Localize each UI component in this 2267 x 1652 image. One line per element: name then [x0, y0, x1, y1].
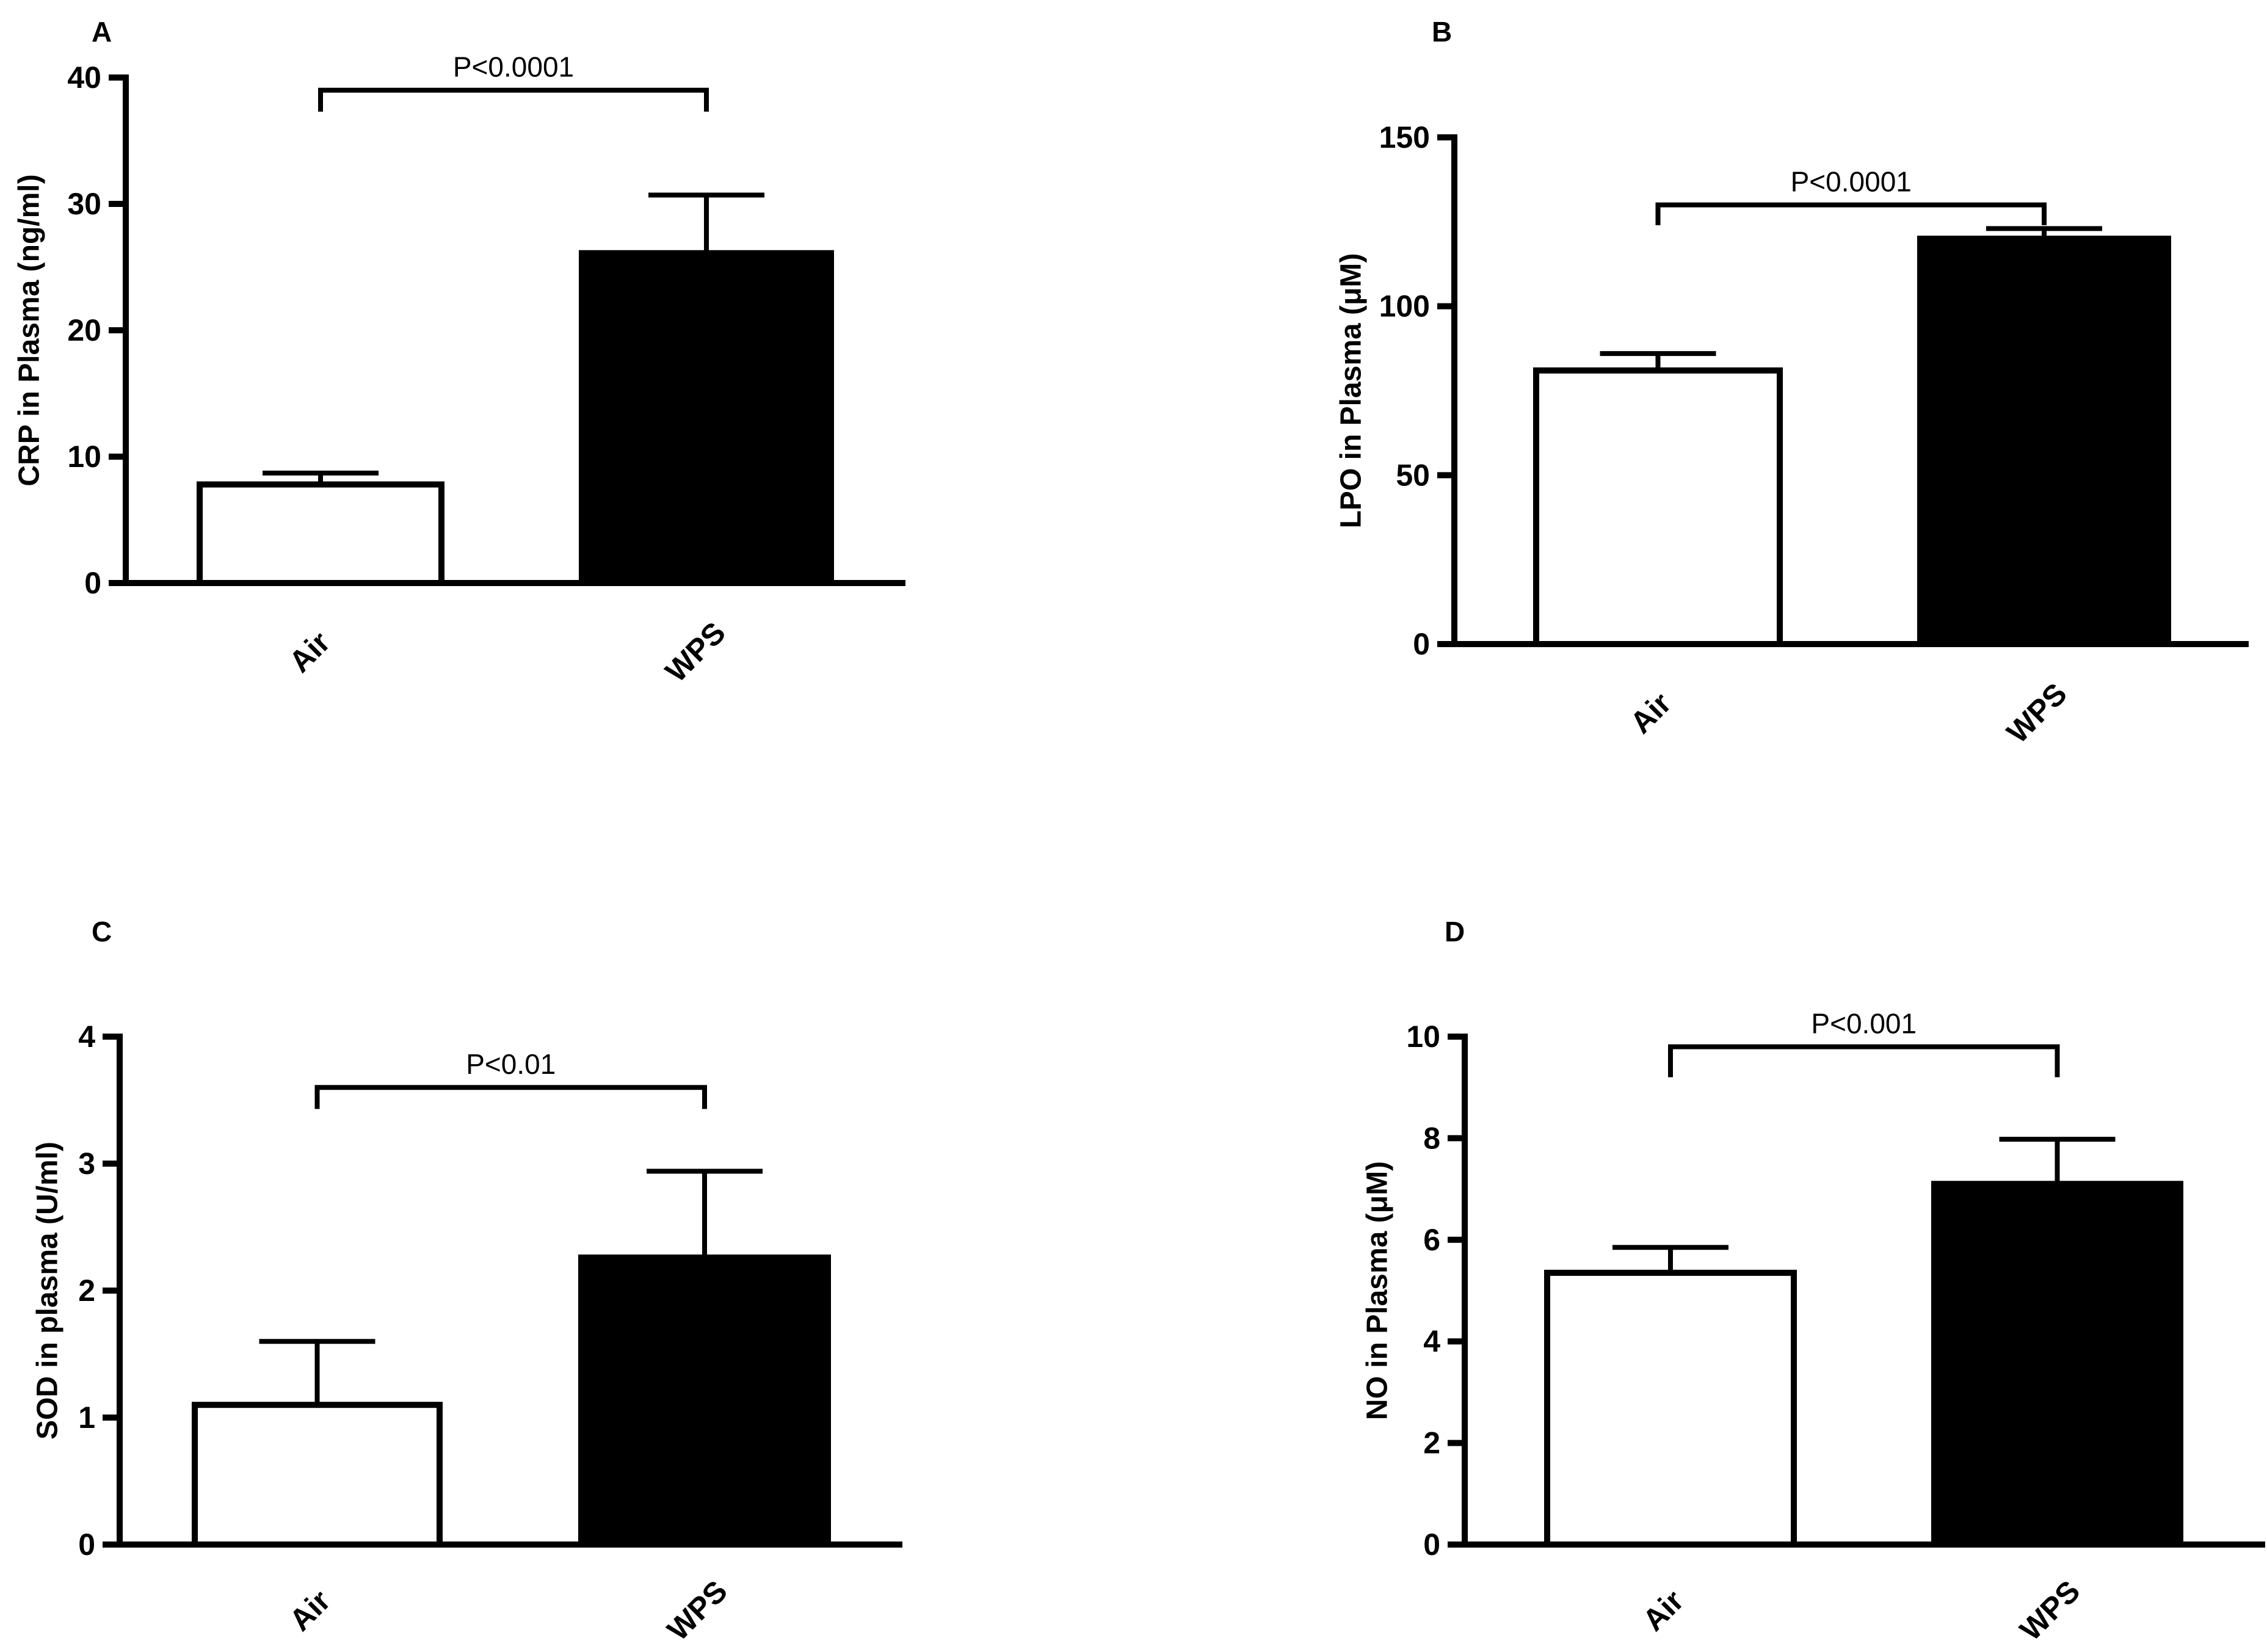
bar-air: [1533, 367, 1783, 647]
p-value-label: P<0.001: [1811, 1008, 1917, 1040]
y-tick-label: 3: [78, 1147, 95, 1181]
bar-air: [192, 1402, 443, 1548]
y-tick-label: 150: [1379, 120, 1430, 154]
x-category-label: WPS: [661, 1574, 734, 1647]
y-tick-label: 50: [1396, 458, 1430, 492]
y-tick-label: 0: [1413, 627, 1430, 661]
significance-bracket: [314, 1085, 707, 1109]
x-category-label: WPS: [659, 615, 732, 689]
y-tick-label: 0: [78, 1527, 95, 1562]
y-axis-label: NO in Plasma (μM): [1362, 1161, 1394, 1420]
bar-wps: [579, 250, 834, 587]
x-category-label: Air: [283, 625, 337, 679]
panel-d: D 0 2 4 6 8 10 NO in Plasma (μM) Air WPS P<0.001: [1362, 916, 2265, 1647]
bar-air: [1544, 1269, 1797, 1548]
p-value-label: P<0.01: [466, 1048, 556, 1080]
y-axis-label: LPO in Plasma (μM): [1335, 253, 1368, 529]
p-value-label: P<0.0001: [1791, 166, 1912, 198]
significance-bracket: [1668, 1044, 2060, 1078]
panel-c: C 0 1 2 3 4 SOD in plasma (U/ml) Air WPS P<0.01: [32, 916, 902, 1647]
y-tick-label: 40: [67, 60, 101, 95]
significance-bracket: [1655, 202, 2047, 225]
x-category-label: WPS: [2000, 676, 2073, 750]
y-tick-label: 10: [67, 440, 101, 474]
panel-b: B 0 50 100 150 LPO in Plasma (μM) Air WPS P<0.00…: [1335, 16, 2249, 750]
y-tick-label: 100: [1379, 289, 1430, 324]
bar-wps: [1917, 236, 2171, 647]
y-tick-label: 8: [1423, 1121, 1440, 1155]
panel-a: A 0 10 20 30 40 CRP in Plasma (ng/ml) Air WPS P<0…: [13, 16, 905, 689]
y-tick-label: 30: [67, 187, 101, 221]
y-axis-label: CRP in Plasma (ng/ml): [13, 174, 46, 486]
bar-wps: [1931, 1181, 2183, 1548]
y-tick-label: 0: [1423, 1527, 1440, 1562]
y-tick-label: 2: [1423, 1426, 1440, 1460]
y-tick-label: 4: [78, 1020, 95, 1054]
y-tick-label: 4: [1423, 1324, 1440, 1358]
x-category-label: WPS: [2013, 1574, 2086, 1647]
bar-wps: [578, 1254, 831, 1548]
x-category-label: Air: [283, 1584, 337, 1638]
y-tick-label: 10: [1406, 1020, 1440, 1054]
panel-letter: D: [1445, 916, 1465, 947]
panel-letter: B: [1432, 16, 1452, 48]
y-tick-label: 2: [78, 1273, 95, 1308]
bar-air: [197, 481, 444, 586]
x-category-label: Air: [1623, 686, 1678, 741]
y-tick-label: 1: [78, 1400, 95, 1435]
x-category-label: Air: [1636, 1584, 1691, 1638]
p-value-label: P<0.0001: [453, 51, 574, 83]
y-axis-label: SOD in plasma (U/ml): [32, 1142, 64, 1440]
y-tick-label: 0: [84, 566, 101, 600]
y-tick-label: 6: [1423, 1223, 1440, 1257]
panel-letter: A: [92, 16, 112, 48]
panel-letter: C: [92, 916, 112, 947]
significance-bracket: [318, 87, 709, 112]
y-tick-label: 20: [67, 313, 101, 347]
